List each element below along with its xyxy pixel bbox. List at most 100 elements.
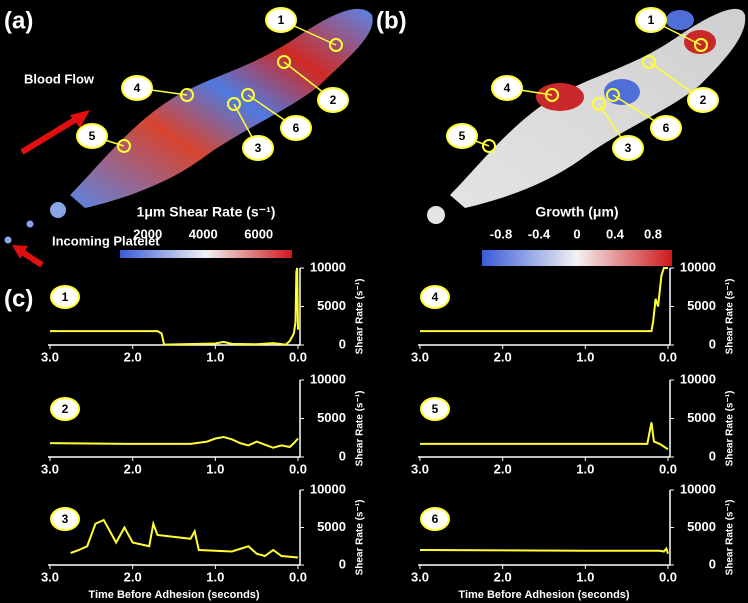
marker-label: 5 <box>459 129 466 143</box>
line <box>420 267 668 333</box>
platelet <box>427 206 445 224</box>
platelet-arrow-head <box>12 245 28 259</box>
panel-label: (c) <box>4 285 33 312</box>
y-tick-label: 0 <box>339 448 346 463</box>
colorbar-tick-label: 2000 <box>133 226 162 241</box>
x-tick-label: 0.0 <box>289 461 307 476</box>
marker-label: 1 <box>648 13 655 27</box>
colorbar-tick-label: 6000 <box>244 226 273 241</box>
y-tick-label: 5000 <box>687 519 716 534</box>
marker-label: 4 <box>504 81 511 95</box>
x-tick-label: 1.0 <box>206 461 224 476</box>
chart-title: 5 <box>432 402 439 416</box>
line <box>70 518 299 559</box>
marker-badge <box>650 115 682 141</box>
y-tick-label: 10000 <box>310 481 346 496</box>
marker-target <box>329 38 343 52</box>
x-tick-label: 3.0 <box>411 569 429 584</box>
marker-target <box>227 97 241 111</box>
growth-region <box>684 30 716 54</box>
y-tick-label: 10000 <box>310 371 346 386</box>
y-axis-label: Shear Rate (s⁻¹) <box>355 500 366 576</box>
marker-label: 3 <box>625 141 632 155</box>
colorbar-title: Growth (μm) <box>535 204 618 220</box>
marker-label: 6 <box>663 121 670 135</box>
flow-arrow-head <box>70 110 90 128</box>
chart-title: 6 <box>432 512 439 526</box>
panel-label: (a) <box>4 7 33 34</box>
marker-badge <box>491 75 523 101</box>
marker-target <box>694 38 708 52</box>
y-tick-label: 5000 <box>687 298 716 313</box>
annotation: Incoming Platelet <box>52 233 160 248</box>
chart-title: 3 <box>62 512 69 526</box>
chart-badge <box>420 507 450 531</box>
x-tick-label: 2.0 <box>124 569 142 584</box>
x-tick-label: 0.0 <box>289 349 307 364</box>
platelet-arrow <box>20 249 44 268</box>
marker-target <box>545 88 559 102</box>
x-tick-label: 3.0 <box>41 461 59 476</box>
x-tick-label: 1.0 <box>576 569 594 584</box>
x-axis-label: Time Before Adhesion (seconds) <box>458 589 629 601</box>
x-tick-label: 3.0 <box>411 349 429 364</box>
x-tick-label: 1.0 <box>206 349 224 364</box>
y-tick-label: 0 <box>709 448 716 463</box>
y-axis-label: Shear Rate (s⁻¹) <box>725 500 736 576</box>
growth-region <box>604 79 640 105</box>
x-tick-label: 0.0 <box>659 349 677 364</box>
colorbar-tick-label: -0.4 <box>528 226 551 241</box>
chart-badge <box>50 397 80 421</box>
marker-badge <box>265 7 297 33</box>
colorbar-tick-label: 0.4 <box>606 226 625 241</box>
marker-label: 2 <box>700 93 707 107</box>
x-tick-label: 3.0 <box>41 569 59 584</box>
marker-badge <box>687 87 719 113</box>
marker-target <box>482 139 496 153</box>
growth-render <box>450 8 746 208</box>
y-tick-label: 10000 <box>680 481 716 496</box>
colorbar <box>120 250 292 258</box>
colorbar-title: 1μm Shear Rate (s⁻¹) <box>137 204 276 220</box>
y-axis-label: Shear Rate (s⁻¹) <box>725 391 736 467</box>
y-tick-label: 5000 <box>317 410 346 425</box>
y-axis-label: Shear Rate (s⁻¹) <box>725 279 736 355</box>
marker-target <box>592 97 606 111</box>
marker-badge <box>317 87 349 113</box>
x-tick-label: 2.0 <box>124 461 142 476</box>
y-axis-label: Shear Rate (s⁻¹) <box>355 279 366 355</box>
y-axis-label: Shear Rate (s⁻¹) <box>355 391 366 467</box>
x-tick-label: 2.0 <box>124 349 142 364</box>
y-tick-label: 5000 <box>317 519 346 534</box>
y-tick-label: 0 <box>709 556 716 571</box>
x-tick-label: 1.0 <box>576 461 594 476</box>
x-tick-label: 3.0 <box>411 461 429 476</box>
y-tick-label: 10000 <box>680 371 716 386</box>
chart-badge <box>420 397 450 421</box>
colorbar <box>482 250 672 266</box>
marker-label: 1 <box>278 13 285 27</box>
marker-badge <box>280 115 312 141</box>
x-tick-label: 2.0 <box>494 461 512 476</box>
marker-label: 3 <box>255 141 262 155</box>
marker-badge <box>446 123 478 149</box>
platelet <box>26 220 34 228</box>
x-tick-label: 2.0 <box>494 349 512 364</box>
marker-target <box>642 55 656 69</box>
marker-badge <box>242 135 274 161</box>
growth-region <box>666 10 694 30</box>
colorbar-tick-label: 0.8 <box>644 226 662 241</box>
marker-label: 4 <box>134 81 141 95</box>
marker-label: 2 <box>330 93 337 107</box>
colorbar-tick-label: 4000 <box>189 226 218 241</box>
marker-target <box>277 55 291 69</box>
y-tick-label: 0 <box>709 336 716 351</box>
x-tick-label: 0.0 <box>659 569 677 584</box>
x-tick-label: 1.0 <box>576 349 594 364</box>
x-tick-label: 3.0 <box>41 349 59 364</box>
marker-target <box>606 88 620 102</box>
chart-badge <box>50 507 80 531</box>
y-tick-label: 0 <box>339 556 346 571</box>
annotation: Blood Flow <box>24 71 95 86</box>
